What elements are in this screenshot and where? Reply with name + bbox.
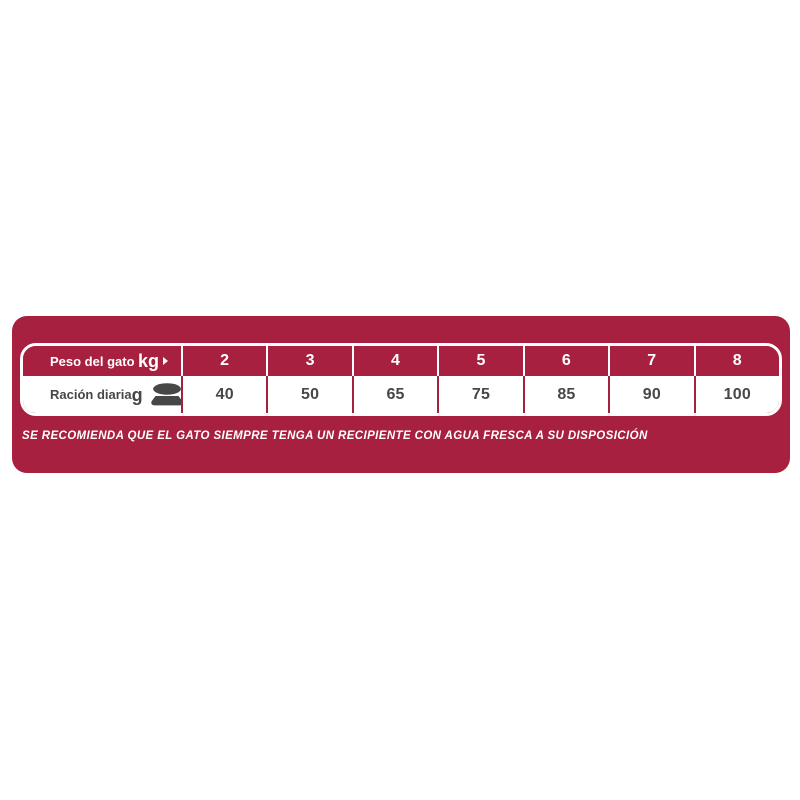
- ration-label-cell: Ración diaria g: [23, 376, 181, 413]
- weight-value-cell: 2: [181, 346, 267, 376]
- ration-unit-label: g: [131, 384, 143, 405]
- weight-label-cell: Peso del gato kg: [23, 346, 181, 376]
- weight-unit-label: kg: [137, 351, 159, 371]
- weight-value-cell: 8: [693, 346, 779, 376]
- pet-food-bowl-icon: [150, 383, 181, 406]
- weight-unit-group: kg: [138, 352, 168, 370]
- ration-value-cell: 65: [351, 376, 438, 413]
- ration-value-cell: 50: [266, 376, 352, 413]
- ration-unit-group: g: [132, 383, 181, 406]
- weight-value-cell: 6: [522, 346, 609, 376]
- ration-value-cell: 75: [437, 376, 523, 413]
- triangle-right-icon: [163, 357, 168, 365]
- weight-row-label: Peso del gato: [50, 353, 135, 369]
- weight-value-cell: 7: [608, 346, 694, 376]
- weight-value-cell: 5: [437, 346, 523, 376]
- ration-value-cell: 100: [693, 376, 779, 413]
- ration-data-row: Ración diaria g 40 50 65 75 85 90 100: [23, 376, 779, 413]
- ration-value-cell: 85: [522, 376, 609, 413]
- ration-row-label: Ración diaria: [50, 387, 132, 402]
- ration-value-cell: 90: [608, 376, 694, 413]
- footnote-text: SE RECOMIENDA QUE EL GATO SIEMPRE TENGA …: [22, 430, 648, 442]
- weight-value-cell: 3: [266, 346, 352, 376]
- weight-value-cell: 4: [351, 346, 438, 376]
- ration-value-cell: 40: [181, 376, 267, 413]
